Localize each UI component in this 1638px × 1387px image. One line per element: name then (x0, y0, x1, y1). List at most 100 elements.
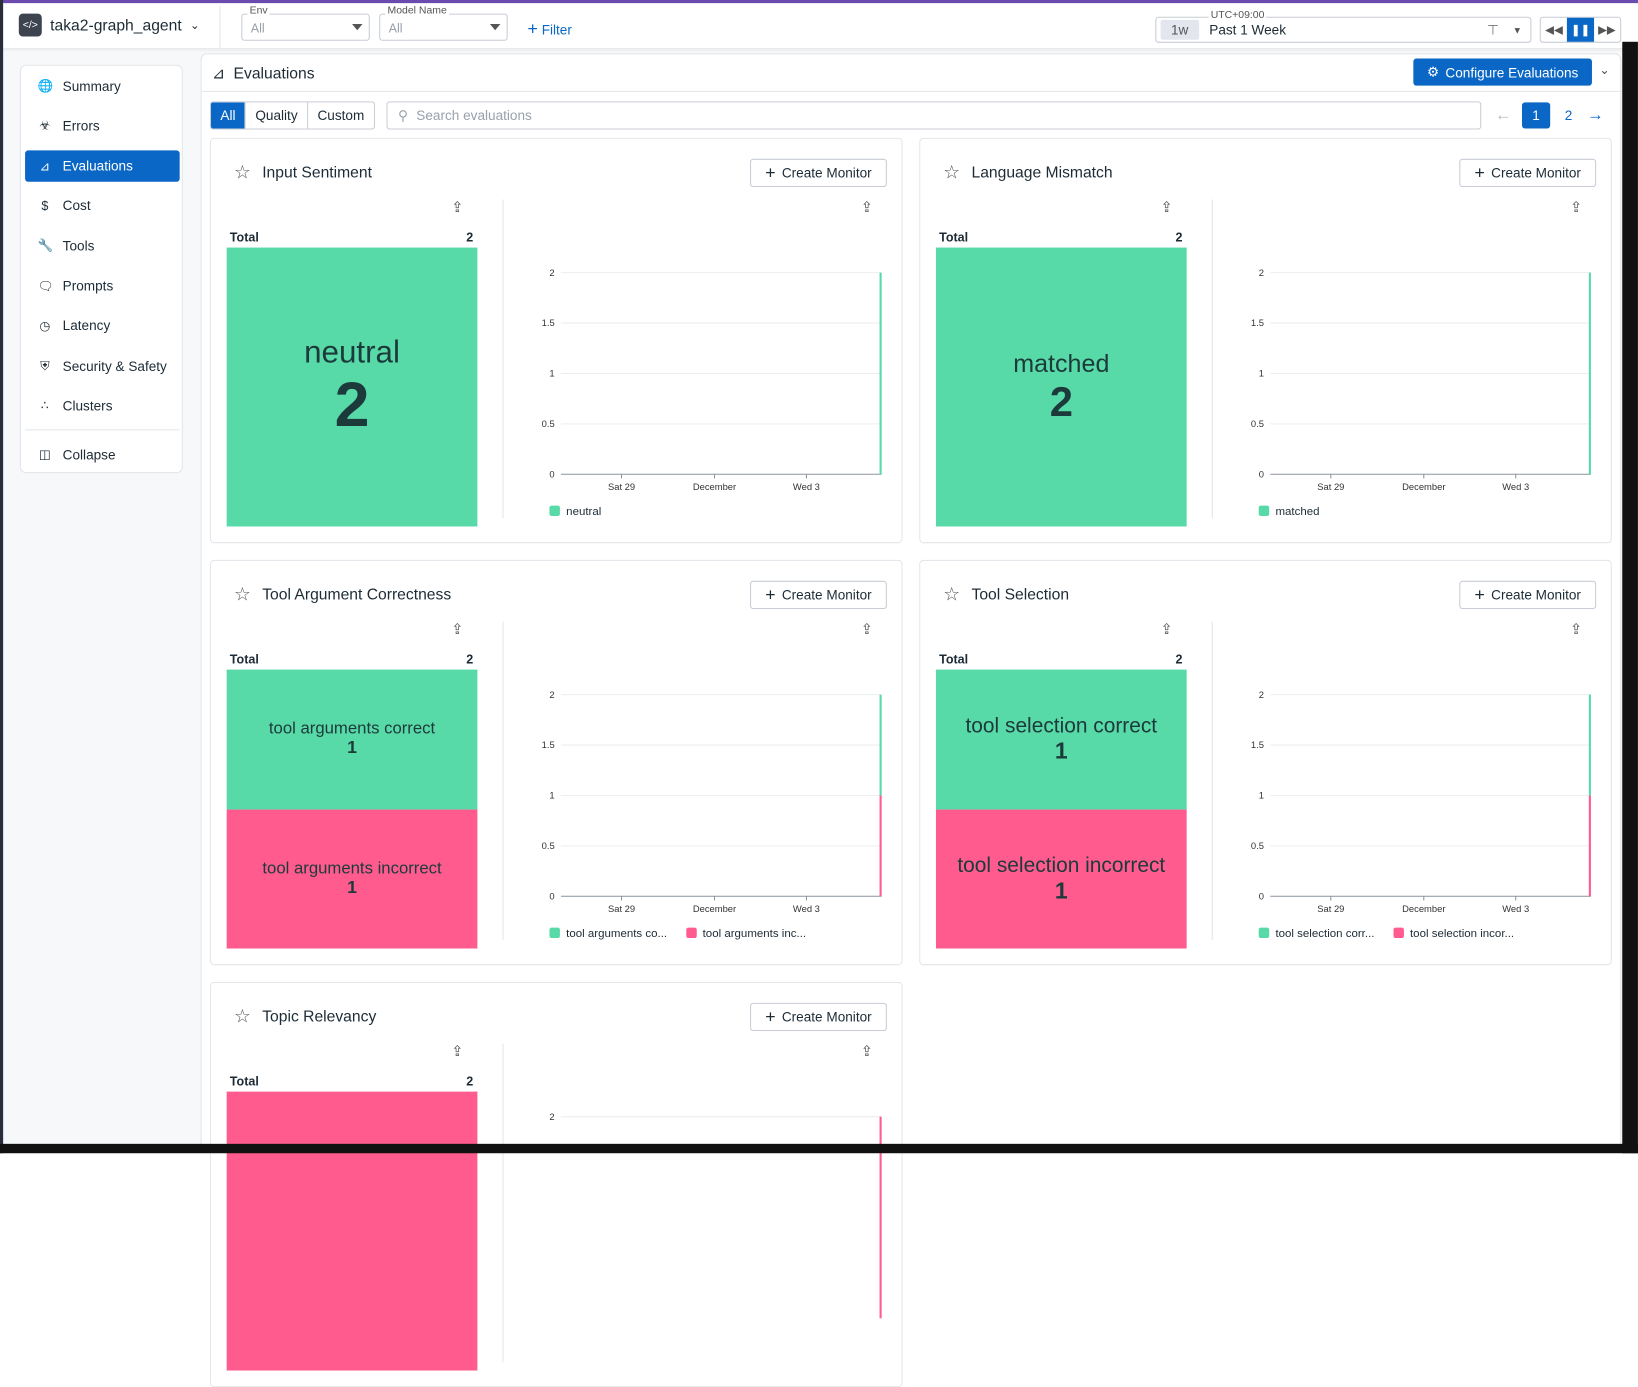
export-icon[interactable]: ⇪ (1160, 198, 1173, 216)
caret-down-icon[interactable]: ▼ (1512, 24, 1522, 35)
y-tick-label: 1 (1259, 368, 1264, 379)
segment-0[interactable]: matched 2 (935, 247, 1187, 527)
rewind-button[interactable]: ◀◀ (1545, 24, 1563, 37)
x-tick-label: Sat 29 (1317, 903, 1344, 914)
data-bar[interactable] (1588, 694, 1591, 796)
segment-0[interactable]: tool selection correct 1 (935, 669, 1187, 810)
pause-button[interactable]: ❚❚ (1567, 17, 1594, 42)
total-label: Total (229, 229, 259, 245)
star-icon[interactable]: ☆ (233, 1005, 251, 1027)
star-icon[interactable]: ☆ (943, 583, 961, 605)
sidebar-item-prompts[interactable]: 🗨 Prompts (25, 270, 180, 301)
app-selector[interactable]: </> taka2-graph_agent ⌄ (18, 13, 200, 37)
create-monitor-button[interactable]: + Create Monitor (750, 1002, 887, 1032)
legend-item[interactable]: tool arguments inc... (685, 927, 806, 940)
plus-icon: + (765, 162, 776, 183)
create-monitor-label: Create Monitor (781, 165, 872, 181)
data-bar[interactable] (1588, 272, 1591, 475)
legend-item[interactable]: tool selection incor... (1393, 927, 1514, 940)
create-monitor-label: Create Monitor (1491, 165, 1581, 181)
star-icon[interactable]: ☆ (233, 583, 251, 605)
env-select[interactable]: Env All (241, 5, 370, 41)
shield-icon: ⛨ (40, 357, 50, 373)
export-icon[interactable]: ⇪ (451, 198, 464, 216)
segment-0[interactable]: tool arguments correct 1 (226, 669, 478, 810)
distribution-box: matched 2 (935, 247, 1187, 527)
page-2[interactable]: 2 (1564, 107, 1573, 124)
distribution-box: tool selection correct 1 tool selection in… (935, 669, 1187, 949)
segment-0[interactable] (226, 1091, 478, 1371)
data-bar[interactable] (879, 795, 882, 897)
export-icon[interactable]: ⇪ (451, 620, 464, 638)
card-title: Language Mismatch (971, 164, 1113, 182)
search-input[interactable]: ⚲ Search evaluations (386, 101, 1482, 130)
export-icon[interactable]: ⇪ (451, 1042, 464, 1060)
sidebar-item-label: Cost (62, 197, 91, 214)
tab-all[interactable]: All (211, 102, 246, 129)
legend-item[interactable]: tool selection corr... (1258, 927, 1375, 941)
sidebar-item-tools[interactable]: 🔧 Tools (25, 230, 180, 261)
time-range-picker[interactable]: UTC+09:00 1w Past 1 Week ⊤ ▼ (1155, 9, 1532, 43)
pin-icon[interactable]: ⊤ (1487, 21, 1500, 38)
wrench-icon: 🔧 (37, 238, 54, 253)
collapse-button[interactable]: ◫ Collapse (25, 439, 180, 470)
collapse-chevron-icon[interactable]: ⌄ (1599, 62, 1610, 78)
page-1[interactable]: 1 (1521, 102, 1551, 129)
prev-page-icon[interactable]: ← (1494, 106, 1512, 124)
tab-custom[interactable]: Custom (317, 107, 365, 124)
evaluation-card: ☆ Tool Argument Correctness + Create Moni… (209, 559, 903, 966)
clusters-icon: ∴ (40, 398, 49, 414)
y-tick-label: 1.5 (542, 317, 555, 328)
total-label: Total (939, 229, 969, 245)
export-icon[interactable]: ⇪ (860, 620, 874, 638)
export-icon[interactable]: ⇪ (860, 198, 874, 216)
configure-evaluations-button[interactable]: ⚙ Configure Evaluations (1413, 58, 1592, 86)
sidebar-item-latency[interactable]: ◷ Latency (25, 310, 180, 341)
model-name-select[interactable]: Model Name All (379, 5, 508, 41)
sidebar-item-security-safety[interactable]: ⛨ Security & Safety (25, 350, 180, 381)
time-badge: 1w (1160, 19, 1199, 40)
export-icon[interactable]: ⇪ (1160, 620, 1173, 638)
legend-item[interactable]: matched (1258, 505, 1320, 518)
plus-icon: + (1474, 584, 1485, 605)
fast-forward-button[interactable]: ▶▶ (1598, 24, 1616, 37)
total-value: 2 (1175, 651, 1183, 667)
y-tick-label: 0 (549, 890, 554, 901)
window-edge (0, 1143, 1638, 1154)
data-bar[interactable] (1588, 795, 1591, 897)
sidebar-item-errors[interactable]: ☣ Errors (25, 110, 180, 141)
segment-1[interactable]: tool selection incorrect 1 (935, 809, 1187, 949)
create-monitor-button[interactable]: + Create Monitor (750, 158, 887, 187)
total-value: 2 (1175, 229, 1183, 245)
export-icon[interactable]: ⇪ (860, 1042, 874, 1060)
segment-1[interactable]: tool arguments incorrect 1 (226, 809, 478, 949)
tab-quality[interactable]: Quality (246, 102, 309, 129)
data-bar[interactable] (879, 694, 882, 796)
export-icon[interactable]: ⇪ (1570, 198, 1583, 216)
legend-label: tool selection corr... (1275, 927, 1375, 941)
create-monitor-button[interactable]: + Create Monitor (1459, 580, 1597, 610)
create-monitor-button[interactable]: + Create Monitor (1459, 158, 1597, 187)
x-tick-label: December (1402, 481, 1445, 492)
total-label: Total (229, 1073, 259, 1089)
sidebar-item-summary[interactable]: 🌐 Summary (25, 70, 180, 101)
export-icon[interactable]: ⇪ (1570, 620, 1583, 638)
segment-label: neutral (304, 334, 400, 370)
star-icon[interactable]: ☆ (943, 161, 961, 183)
legend-item[interactable]: tool arguments co... (549, 927, 668, 941)
sidebar-item-evaluations[interactable]: ⊿ Evaluations (25, 149, 180, 182)
add-filter-button[interactable]: + Filter (528, 19, 572, 40)
create-monitor-button[interactable]: + Create Monitor (750, 580, 887, 610)
legend-label: tool arguments co... (566, 927, 668, 941)
divider (502, 621, 504, 941)
legend-swatch (549, 505, 560, 517)
star-icon[interactable]: ☆ (233, 161, 251, 183)
data-bar[interactable] (879, 272, 882, 475)
legend-item[interactable]: neutral (549, 505, 601, 518)
sidebar-item-clusters[interactable]: ∴ Clusters (25, 390, 180, 421)
collapse-sidebar-icon: ◫ (38, 447, 51, 462)
next-page-icon[interactable]: → (1586, 106, 1604, 124)
segment-0[interactable]: neutral 2 (226, 247, 478, 527)
card-title: Tool Argument Correctness (262, 586, 452, 604)
sidebar-item-cost[interactable]: $ Cost (25, 190, 180, 221)
